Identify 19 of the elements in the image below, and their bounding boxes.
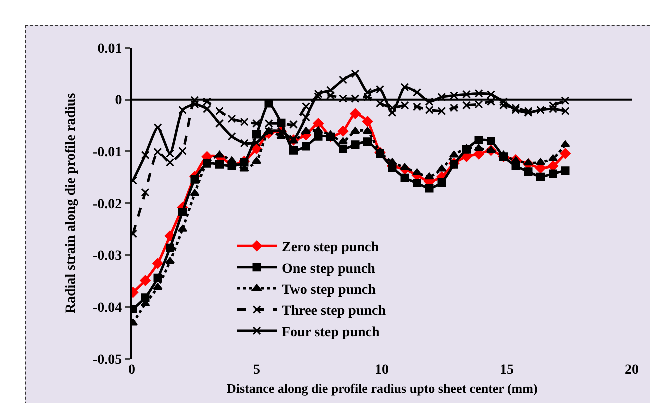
y-axis-title: Radial strain along die profile radius xyxy=(64,92,80,314)
y-tick-label: 0.01 xyxy=(98,42,122,57)
y-tick-label: 0 xyxy=(115,94,122,109)
legend-label: Four step punch xyxy=(282,325,380,340)
x-axis-title: Distance along die profile radius upto sheet center (mm) xyxy=(227,381,538,396)
y-tick-label: -0.04 xyxy=(93,301,122,316)
x-tick-label: 0 xyxy=(128,363,136,378)
legend-label: Zero step punch xyxy=(282,240,380,256)
legend-label: Two step punch xyxy=(282,283,376,298)
y-tick-label: -0.01 xyxy=(93,146,122,161)
legend-label: Three step punch xyxy=(282,304,386,320)
x-tick-label: 20 xyxy=(625,363,639,378)
y-tick-label: -0.05 xyxy=(93,352,122,368)
y-tick-label: -0.03 xyxy=(93,249,122,264)
legend-label: One step punch xyxy=(282,262,376,277)
x-tick-label: 10 xyxy=(375,363,389,378)
y-tick-label: -0.02 xyxy=(93,197,122,212)
x-tick-label: 5 xyxy=(254,363,260,378)
x-tick-label: 15 xyxy=(500,363,514,378)
